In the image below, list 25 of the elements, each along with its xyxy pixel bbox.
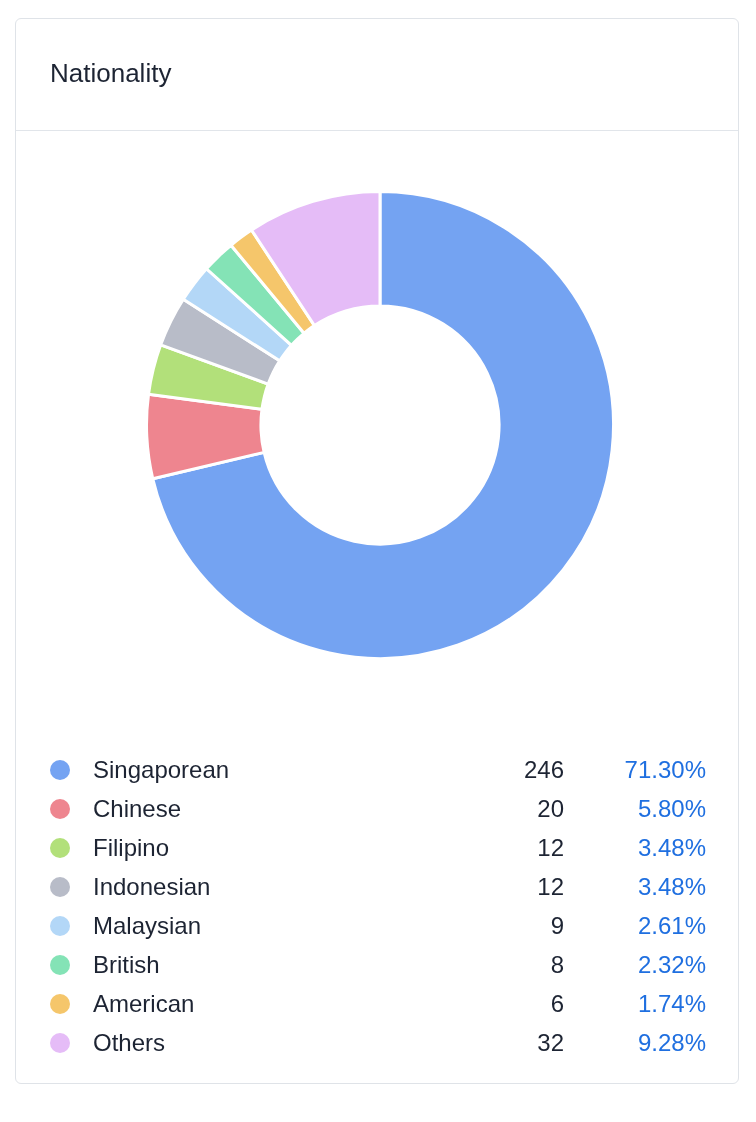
data-label: 9 [550, 912, 564, 940]
legend-label: British [93, 951, 160, 979]
data-label: 12 [537, 873, 564, 901]
text: 71.30% [624, 756, 706, 784]
data-label: 8 [550, 951, 564, 979]
data-label: 32 [537, 1029, 564, 1057]
text: 3.48% [637, 873, 706, 901]
legend-label: Chinese [93, 795, 182, 823]
text: 1.74% [637, 990, 706, 1018]
legend-label: Singaporean [93, 756, 230, 784]
legend-label: Indonesian [93, 873, 211, 901]
data-label: 12 [537, 834, 564, 862]
text: 3.48% [637, 834, 706, 862]
text: 2.32% [637, 951, 706, 979]
text: 9.28% [637, 1029, 706, 1057]
data-label: 246 [523, 756, 564, 784]
legend-label: Others [93, 1029, 166, 1057]
text: 5.80% [637, 795, 706, 823]
legend-label: Malaysian [93, 912, 202, 940]
text: 2.61% [637, 912, 706, 940]
chart-title: Nationality [50, 58, 172, 89]
data-label: 20 [537, 795, 564, 823]
data-label: 6 [550, 990, 564, 1018]
legend-label: Filipino [93, 834, 170, 862]
legend-label: American [93, 990, 195, 1018]
